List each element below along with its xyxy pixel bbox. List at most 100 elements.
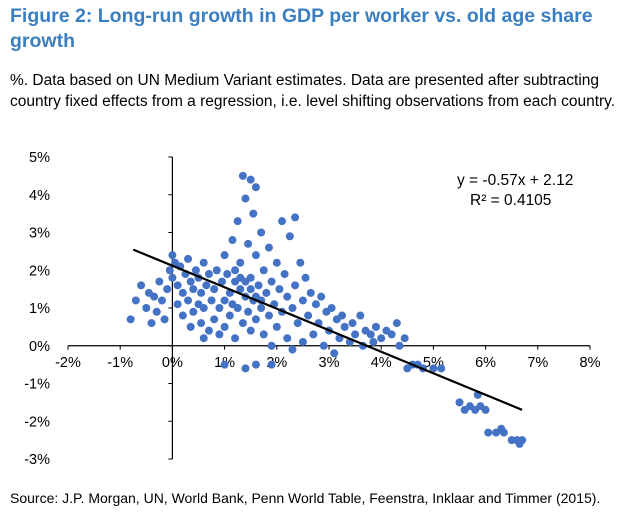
scatter-point	[429, 364, 438, 373]
scatter-point	[189, 307, 198, 316]
scatter-point	[251, 183, 260, 192]
scatter-point	[204, 326, 213, 335]
y-tick-label: 5%	[29, 150, 50, 166]
scatter-point	[220, 322, 229, 331]
x-tick-label: 3%	[319, 355, 340, 371]
scatter-point	[199, 258, 208, 267]
scatter-point	[246, 175, 255, 184]
y-axis: 5% 4% 3% 2% 1% 0% -1% -2% -3%	[24, 150, 173, 468]
scatter-point	[241, 277, 250, 286]
scatter-point	[147, 319, 156, 328]
scatter-point	[210, 285, 219, 294]
scatter-point	[217, 277, 226, 286]
scatter-point	[231, 334, 240, 343]
chart-subtitle: %. Data based on UN Medium Variant estim…	[10, 72, 616, 110]
x-tick-label: 0%	[162, 355, 183, 371]
scatter-point	[241, 194, 250, 203]
y-tick-label: 1%	[29, 301, 50, 317]
scatter-point	[191, 266, 200, 275]
scatter-point	[392, 319, 401, 328]
x-tick-label: 7%	[527, 355, 548, 371]
scatter-point	[236, 285, 245, 294]
scatter-point	[238, 171, 247, 180]
scatter-point	[244, 239, 253, 248]
scatter-point	[319, 341, 328, 350]
x-axis: -2%-1%0%1%2%3%4%5%6%7%8%	[55, 345, 601, 371]
scatter-point	[246, 285, 255, 294]
scatter-point	[220, 360, 229, 369]
trendline	[132, 248, 523, 411]
scatter-point	[184, 296, 193, 305]
scatter-point	[186, 322, 195, 331]
scatter-point	[264, 311, 273, 320]
scatter-point	[330, 349, 339, 358]
y-tick-label: 0%	[29, 339, 50, 355]
y-tick-label: 4%	[29, 188, 50, 204]
trendline-equation: y = -0.57x + 2.12	[457, 172, 573, 189]
scatter-point	[267, 360, 276, 369]
scatter-point	[306, 288, 315, 297]
x-tick-label: 6%	[475, 355, 496, 371]
source-note: Source: J.P. Morgan, UN, World Bank, Pen…	[10, 490, 601, 506]
scatter-point	[298, 337, 307, 346]
scatter-point	[236, 258, 245, 267]
scatter-point	[272, 258, 281, 267]
scatter-point	[202, 281, 211, 290]
scatter-point	[272, 322, 281, 331]
scatter-point	[278, 217, 287, 226]
scatter-point	[366, 330, 375, 339]
scatter-point	[481, 405, 490, 414]
scatter-point	[231, 266, 240, 275]
scatter-point	[251, 360, 260, 369]
scatter-point	[518, 436, 527, 445]
scatter-point	[238, 319, 247, 328]
scatter-point	[207, 296, 216, 305]
scatter-point	[228, 236, 237, 245]
scatter-point	[309, 330, 318, 339]
scatter-point	[259, 266, 268, 275]
scatter-point	[215, 304, 224, 312]
scatter-point	[165, 266, 174, 275]
scatter-point	[199, 334, 208, 343]
scatter-point	[223, 270, 232, 279]
scatter-point	[197, 319, 206, 328]
scatter-point	[246, 326, 255, 335]
scatter-point	[356, 311, 365, 320]
x-tick-label: -1%	[107, 355, 133, 371]
scatter-point	[348, 319, 357, 328]
scatter-point	[178, 311, 187, 320]
scatter-point	[296, 258, 305, 267]
scatter-point	[142, 304, 151, 312]
scatter-point	[267, 341, 276, 350]
scatter-point	[155, 277, 164, 286]
scatter-point	[280, 270, 289, 279]
scatter-point	[199, 304, 208, 312]
scatter-point	[186, 277, 195, 286]
scatter-point	[283, 334, 292, 343]
scatter-point	[317, 292, 326, 301]
scatter-point	[251, 251, 260, 260]
scatter-point	[173, 281, 182, 290]
scatter-point	[377, 334, 386, 343]
y-tick-label: -3%	[24, 452, 50, 468]
scatter-point	[301, 273, 310, 282]
scatter-point	[283, 292, 292, 301]
scatter-point	[220, 251, 229, 260]
scatter-point	[288, 345, 297, 354]
scatter-point	[168, 251, 177, 260]
scatter-point	[387, 330, 396, 339]
scatter-point	[197, 288, 206, 297]
scatter-point	[259, 330, 268, 339]
scatter-point	[371, 322, 380, 331]
scatter-point	[178, 288, 187, 297]
scatter-point	[351, 330, 360, 339]
scatter-point	[262, 288, 271, 297]
y-tick-label: -2%	[24, 414, 50, 430]
scatter-point	[327, 304, 336, 312]
x-tick-label: 8%	[580, 355, 601, 371]
scatter-point	[204, 270, 213, 279]
scatter-point	[369, 337, 378, 346]
scatter-point	[210, 315, 219, 324]
scatter-point	[484, 428, 493, 437]
